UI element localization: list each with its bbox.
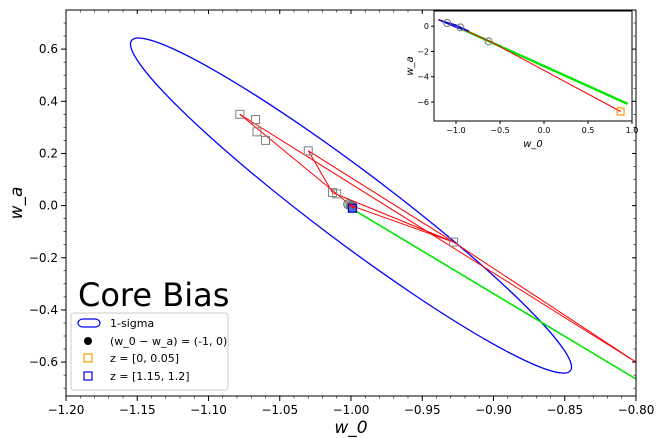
x-tick-label-1: −1.15: [119, 403, 156, 417]
legend-label-3: z = [1.15, 1.2]: [110, 370, 190, 383]
y-tick-label-2: 0.2: [39, 146, 58, 160]
y-tick-label-6: −0.6: [29, 355, 58, 369]
inset-x-tick-label-4: 1.0: [626, 126, 639, 135]
inset-y-axis-label: w_a: [405, 56, 416, 75]
x-tick-label-3: −1.05: [261, 403, 298, 417]
inset-x-tick-label-2: 0.0: [538, 126, 551, 135]
y-tick-label-4: −0.2: [29, 251, 58, 265]
x-tick-label-2: −1.10: [190, 403, 227, 417]
red-point-1: [352, 205, 355, 208]
inset-x-tick-label-0: −1.0: [446, 126, 465, 135]
y-tick-label-5: −0.4: [29, 303, 58, 317]
legend-label-2: z = [0, 0.05]: [110, 352, 179, 365]
x-tick-label-6: −0.90: [475, 403, 512, 417]
inset-y-tick-label-0: 0: [424, 22, 429, 31]
inset-y-tick-label-2: −4: [417, 73, 429, 82]
inset-x-axis-label: w_0: [523, 139, 543, 150]
legend-circle-marker: [84, 337, 92, 345]
x-axis-label: w_0: [334, 418, 367, 438]
core-bias-annotation: Core Bias: [78, 276, 229, 314]
legend-label-0: 1-sigma: [110, 317, 154, 330]
legend: 1-sigma (w_0 − w_a) = (-1, 0) z = [0, 0.05…: [71, 313, 228, 390]
y-tick-label-0: 0.6: [39, 42, 58, 56]
y-axis-label: w_a: [7, 187, 27, 220]
x-tick-label-5: −0.95: [404, 403, 441, 417]
inset-y-tick-label-1: −2: [417, 47, 429, 56]
inset-x-tick-label-3: 0.5: [582, 126, 595, 135]
x-tick-label-0: −1.20: [48, 403, 85, 417]
inset-x-tick-label-1: −0.5: [490, 126, 509, 135]
y-tick-label-3: 0.0: [39, 199, 58, 213]
red-point-0: [350, 204, 353, 207]
x-tick-label-7: −0.85: [546, 403, 583, 417]
legend-label-1: (w_0 − w_a) = (-1, 0): [110, 335, 227, 348]
y-tick-label-1: 0.4: [39, 94, 58, 108]
x-tick-label-8: −0.80: [618, 403, 655, 417]
x-tick-label-4: −1.00: [333, 403, 370, 417]
inset-y-tick-label-3: −6: [417, 98, 429, 107]
